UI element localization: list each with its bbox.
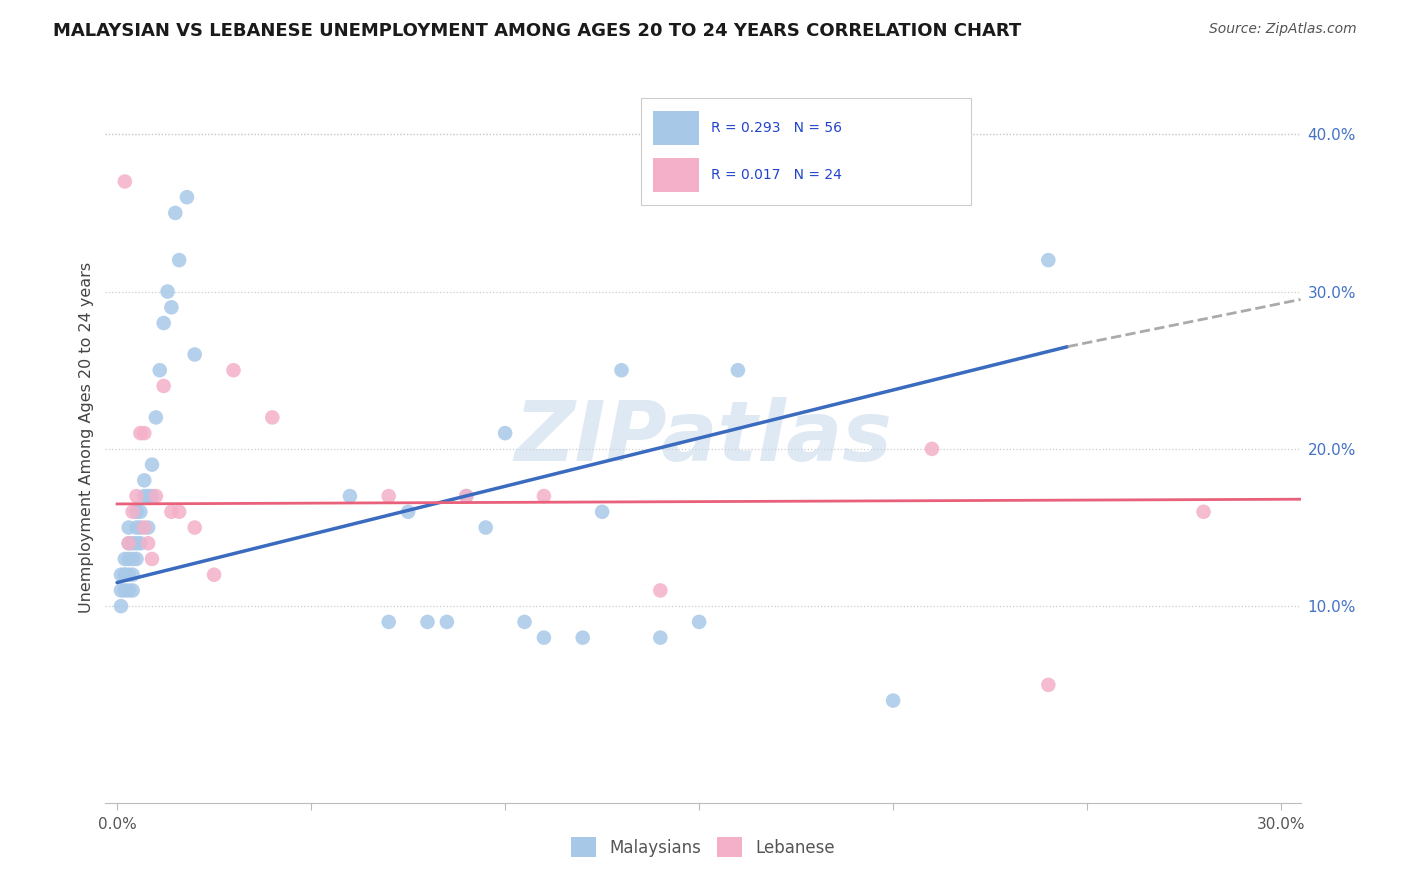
Point [456, 489, 478, 503]
Point [129, 426, 152, 441]
Point [571, 631, 593, 645]
Point [121, 505, 143, 519]
Point [118, 536, 141, 550]
Point [339, 489, 361, 503]
Text: MALAYSIAN VS LEBANESE UNEMPLOYMENT AMONG AGES 20 TO 24 YEARS CORRELATION CHART: MALAYSIAN VS LEBANESE UNEMPLOYMENT AMONG… [53, 22, 1022, 40]
Point [494, 426, 516, 441]
Point [610, 363, 633, 377]
Point [262, 410, 284, 425]
Point [136, 520, 159, 534]
Point [152, 316, 174, 330]
Point [121, 536, 143, 550]
Point [141, 552, 163, 566]
Point [456, 489, 478, 503]
Point [114, 583, 136, 598]
Point [650, 583, 672, 598]
Point [118, 536, 141, 550]
FancyBboxPatch shape [641, 98, 970, 205]
Text: R = 0.293   N = 56: R = 0.293 N = 56 [711, 121, 842, 135]
Point [110, 583, 132, 598]
Text: ZIPatlas: ZIPatlas [515, 397, 891, 477]
Point [121, 583, 143, 598]
Point [129, 505, 152, 519]
Point [125, 505, 148, 519]
Point [136, 489, 159, 503]
Point [134, 489, 156, 503]
Point [136, 536, 159, 550]
Point [156, 285, 179, 299]
Point [167, 253, 190, 268]
FancyBboxPatch shape [652, 158, 699, 193]
Point [110, 567, 132, 582]
Point [129, 520, 152, 534]
Point [118, 567, 141, 582]
Point [152, 379, 174, 393]
Point [416, 615, 439, 629]
Text: Source: ZipAtlas.com: Source: ZipAtlas.com [1209, 22, 1357, 37]
Point [160, 505, 183, 519]
Point [921, 442, 943, 456]
Point [183, 347, 205, 361]
Point [145, 489, 167, 503]
Point [202, 567, 225, 582]
Point [125, 489, 148, 503]
Point [882, 693, 904, 707]
Point [650, 631, 672, 645]
Point [134, 520, 156, 534]
FancyBboxPatch shape [652, 111, 699, 145]
Point [176, 190, 198, 204]
Text: R = 0.017   N = 24: R = 0.017 N = 24 [711, 169, 842, 182]
Point [118, 552, 141, 566]
Point [129, 536, 152, 550]
Point [141, 489, 163, 503]
Point [145, 410, 167, 425]
Point [1038, 678, 1060, 692]
Point [377, 489, 399, 503]
Point [688, 615, 710, 629]
Point [114, 567, 136, 582]
Point [533, 631, 555, 645]
Point [183, 520, 205, 534]
Y-axis label: Unemployment Among Ages 20 to 24 years: Unemployment Among Ages 20 to 24 years [79, 261, 94, 613]
Point [533, 489, 555, 503]
Point [134, 473, 156, 487]
Point [121, 567, 143, 582]
Point [474, 520, 496, 534]
Point [114, 174, 136, 188]
Point [125, 520, 148, 534]
Point [1038, 253, 1060, 268]
Point [436, 615, 458, 629]
Point [118, 520, 141, 534]
Point [110, 599, 132, 614]
Point [167, 505, 190, 519]
Point [121, 552, 143, 566]
Point [1192, 505, 1215, 519]
Point [160, 301, 183, 315]
Point [396, 505, 419, 519]
Point [114, 567, 136, 582]
Point [377, 615, 399, 629]
Point [727, 363, 749, 377]
Point [114, 552, 136, 566]
Point [165, 206, 187, 220]
Point [141, 458, 163, 472]
Point [125, 536, 148, 550]
Point [125, 552, 148, 566]
Point [591, 505, 613, 519]
Point [118, 583, 141, 598]
Point [513, 615, 536, 629]
Point [222, 363, 245, 377]
Legend: Malaysians, Lebanese: Malaysians, Lebanese [564, 830, 842, 864]
Point [149, 363, 172, 377]
Point [134, 426, 156, 441]
